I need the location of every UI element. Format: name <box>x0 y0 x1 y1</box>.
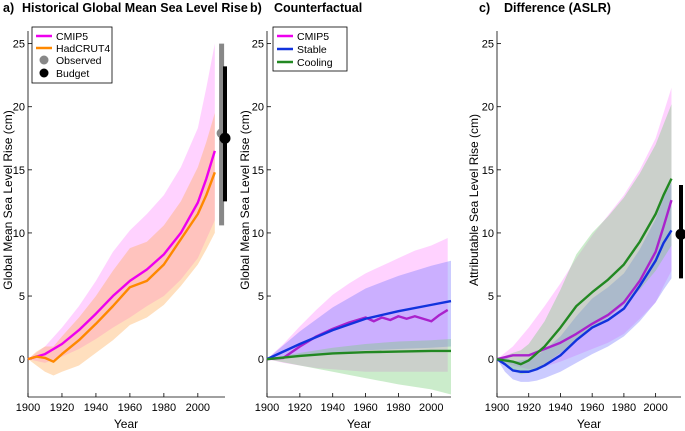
panel-b-legend: CMIP5 Stable Cooling <box>272 26 348 72</box>
panel-a-ytick-label: 25 <box>13 39 25 51</box>
legend-a-observed-marker <box>39 55 49 65</box>
panel-b-xtick-label: 2000 <box>419 402 443 414</box>
panel-c-xtick-label: 1900 <box>485 402 509 414</box>
panel-b-xlabel: Year <box>347 417 371 431</box>
panel-c: c) Difference (ASLR) Year Attributable S… <box>467 1 685 431</box>
panel-b-stable-band <box>267 260 451 360</box>
panel-a-xtick-label: 1960 <box>118 402 142 414</box>
legend-b-cmip5-label: CMIP5 <box>297 31 329 43</box>
panel-b-ytick-label: 20 <box>252 102 264 114</box>
panel-b-ytick-label: 10 <box>252 228 264 240</box>
panel-c-budget-point <box>675 228 685 240</box>
panel-b-xtick-label: 1940 <box>320 402 344 414</box>
panel-a-budget-point <box>219 132 231 144</box>
panel-a-title: Historical Global Mean Sea Level Rise <box>22 1 248 15</box>
panel-b-cooling-band <box>267 338 451 395</box>
panel-a-xtick-label: 2000 <box>186 402 210 414</box>
legend-a-observed-label: Observed <box>56 55 102 67</box>
panel-b-ytick-label: 25 <box>252 39 264 51</box>
panel-c-ytick-label: 0 <box>488 354 494 366</box>
legend-b-stable-label: Stable <box>297 44 327 56</box>
legend-b-cooling-label: Cooling <box>297 57 333 69</box>
panel-b-cooling-line <box>266 349 451 361</box>
panel-a-hadcrut4-line <box>27 171 216 363</box>
panel-a-ytick-label: 0 <box>19 354 25 366</box>
panel-c-stable-band <box>497 182 672 382</box>
panel-b-xtick-label: 1960 <box>353 402 377 414</box>
panel-a-letter: a) <box>3 1 14 15</box>
legend-a-cmip5-label: CMIP5 <box>56 31 88 43</box>
panel-c-xlabel: Year <box>577 417 601 431</box>
panel-c-xtick-label: 1920 <box>516 402 540 414</box>
panel-a-ytick-label: 15 <box>13 165 25 177</box>
panel-c-plot-area: 0 5 10 15 20 25 1900 1920 1940 1960 1980 2000 <box>482 31 685 414</box>
panel-a-legend: CMIP5 HadCRUT4 Observed Budget <box>31 26 113 84</box>
panel-b-xtick-label: 1900 <box>255 402 279 414</box>
legend-a-budget-marker <box>39 68 49 78</box>
panel-a-xtick-label: 1980 <box>152 402 176 414</box>
panel-b-ytick-label: 5 <box>258 291 264 303</box>
panel-b-ytick-label: 15 <box>252 165 264 177</box>
panel-c-ylabel: Attributable Sea Level Rise (cm) <box>467 114 481 286</box>
panel-c-xtick-label: 2000 <box>643 402 667 414</box>
panel-b-ylabel: Global Mean Sea Level Rise (cm) <box>238 110 252 289</box>
panel-b-letter: b) <box>250 1 262 15</box>
panel-a-xtick-label: 1920 <box>50 402 74 414</box>
panel-b: b) Counterfactual Year Global Mean Sea L… <box>238 1 452 431</box>
panel-a-ytick-label: 10 <box>13 228 25 240</box>
legend-a-budget-label: Budget <box>56 68 89 80</box>
panel-c-xtick-label: 1960 <box>580 402 604 414</box>
panel-c-letter: c) <box>479 1 490 15</box>
panel-c-title: Difference (ASLR) <box>504 1 611 15</box>
panel-a-cmip5-band <box>28 43 215 363</box>
panel-c-ytick-label: 5 <box>488 291 494 303</box>
panel-a-xtick-label: 1900 <box>16 402 40 414</box>
panel-a-ytick-label: 20 <box>13 102 25 114</box>
panel-a-xtick-label: 1940 <box>84 402 108 414</box>
panel-a-plot-area: 0 5 10 15 20 25 1900 1920 1940 1960 1980 2000 <box>13 31 231 414</box>
panel-a-ylabel: Global Mean Sea Level Rise (cm) <box>1 110 15 289</box>
panel-c-cooling-band <box>497 104 672 375</box>
panel-a-xlabel: Year <box>114 417 138 431</box>
panel-a: a) Historical Global Mean Sea Level Rise… <box>1 1 248 431</box>
panel-b-ytick-label: 0 <box>258 354 264 366</box>
panel-c-xtick-label: 1940 <box>548 402 572 414</box>
panel-c-ytick-label: 15 <box>482 165 494 177</box>
panel-b-stable-line <box>266 299 452 361</box>
panel-b-xtick-label: 1980 <box>386 402 410 414</box>
panel-a-cmip5-line <box>27 150 216 361</box>
panel-a-ytick-label: 5 <box>19 291 25 303</box>
panel-b-title: Counterfactual <box>274 1 362 15</box>
panel-c-stable-line <box>496 229 673 373</box>
panel-b-plot-area: 0 5 10 15 20 25 1900 1920 1940 1960 1980 2000 <box>252 31 452 414</box>
panel-b-xtick-label: 1920 <box>288 402 312 414</box>
panel-c-cooling-line <box>496 178 673 366</box>
panel-c-ytick-label: 20 <box>482 102 494 114</box>
panel-c-ytick-label: 10 <box>482 228 494 240</box>
panel-c-ytick-label: 25 <box>482 39 494 51</box>
legend-a-hadcrut4-label: HadCRUT4 <box>56 43 110 55</box>
panel-c-cmip5-line <box>496 199 673 361</box>
panel-c-xtick-label: 1980 <box>612 402 636 414</box>
